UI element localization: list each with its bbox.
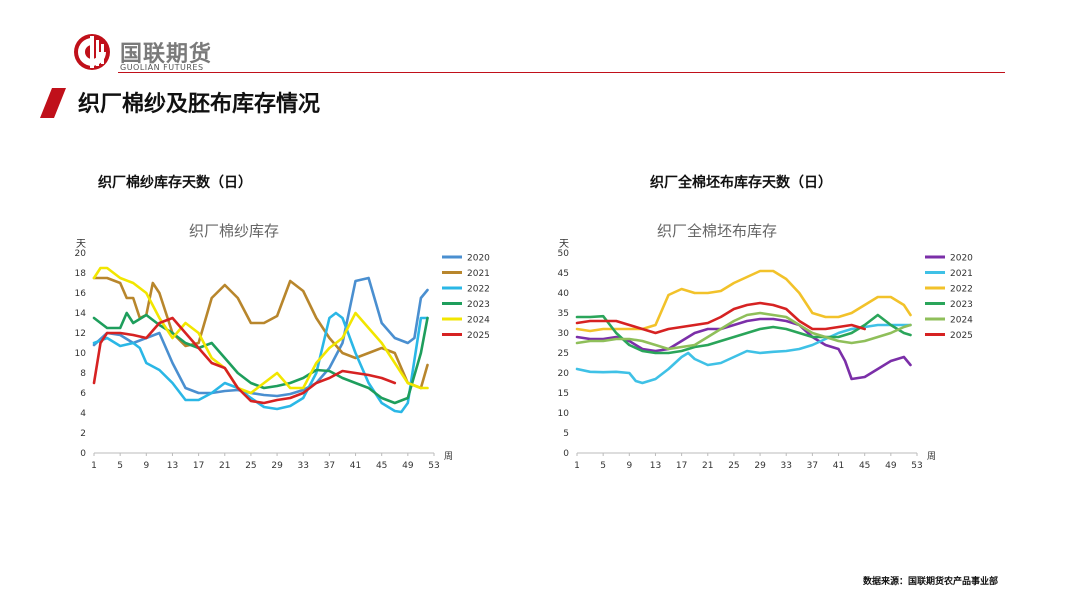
x-tick-label: 1: [91, 461, 97, 471]
series-line-2021: [575, 323, 912, 385]
company-name-en: GUOLIAN FUTURES: [120, 63, 204, 72]
right-chart-heading: 织厂全棉坯布库存天数（日）: [650, 175, 832, 191]
legend-label-2025: 2025: [467, 331, 490, 341]
x-tick-label: 9: [626, 461, 632, 471]
x-tick-label: 21: [702, 461, 713, 471]
x-tick-label: 9: [143, 461, 149, 471]
x-tick-label: 25: [728, 461, 739, 471]
series-line-2024: [92, 266, 429, 395]
title-accent-icon: [40, 88, 66, 118]
y-tick-label: 18: [75, 269, 87, 279]
y-tick-label: 35: [558, 309, 569, 319]
guolian-logo-icon: [74, 34, 110, 70]
series-line-2021: [92, 276, 429, 390]
y-tick-label: 20: [558, 369, 570, 379]
x-tick-label: 29: [271, 461, 283, 471]
y-tick-label: 25: [558, 349, 569, 359]
series-line-2022: [575, 269, 912, 333]
y-tick-label: 40: [558, 289, 570, 299]
chart-title: 织厂棉纱库存: [189, 222, 279, 240]
series-line-2024: [575, 311, 912, 351]
y-axis-label: 天: [559, 239, 569, 250]
chart-background: [545, 210, 985, 480]
chart-title: 织厂全棉坯布库存: [657, 222, 777, 240]
y-tick-label: 5: [563, 429, 569, 439]
legend-label-2020: 2020: [950, 254, 973, 264]
x-tick-label: 1: [574, 461, 580, 471]
x-tick-label: 5: [600, 461, 606, 471]
y-tick-label: 50: [558, 249, 570, 259]
y-axis-label: 天: [76, 239, 86, 250]
x-tick-label: 45: [859, 461, 870, 471]
x-tick-label: 53: [911, 461, 922, 471]
left-chart-heading: 织厂棉纱库存天数（日）: [98, 175, 252, 191]
legend-label-2023: 2023: [467, 300, 490, 310]
x-tick-label: 53: [428, 461, 439, 471]
y-tick-label: 30: [558, 329, 570, 339]
x-tick-label: 21: [219, 461, 230, 471]
series-line-2020: [92, 276, 429, 398]
y-tick-label: 20: [75, 249, 87, 259]
series-line-2025: [92, 316, 397, 405]
x-tick-label: 17: [193, 461, 204, 471]
y-tick-label: 2: [80, 429, 86, 439]
legend-label-2025: 2025: [950, 331, 973, 341]
x-tick-label: 49: [885, 461, 897, 471]
y-tick-label: 8: [80, 369, 86, 379]
page-title: 织厂棉纱及胚布库存情况: [78, 92, 321, 117]
x-tick-label: 29: [754, 461, 766, 471]
x-tick-label: 37: [324, 461, 335, 471]
company-name-cn: 国联期货: [120, 42, 213, 67]
x-tick-label: 13: [167, 461, 178, 471]
x-tick-label: 13: [650, 461, 661, 471]
y-tick-label: 0: [563, 449, 569, 459]
y-tick-label: 10: [75, 349, 87, 359]
x-axis-label: 周: [927, 451, 936, 462]
x-tick-label: 45: [376, 461, 387, 471]
legend-label-2021: 2021: [950, 269, 973, 279]
x-axis-label: 周: [444, 451, 453, 462]
x-tick-label: 5: [117, 461, 123, 471]
y-tick-label: 6: [80, 389, 86, 399]
legend-label-2024: 2024: [467, 316, 490, 326]
x-tick-label: 41: [833, 461, 844, 471]
y-tick-label: 14: [75, 309, 87, 319]
series-line-2023: [92, 311, 429, 405]
x-tick-label: 17: [676, 461, 687, 471]
y-tick-label: 10: [558, 409, 570, 419]
header-divider: [118, 72, 1005, 73]
legend-label-2023: 2023: [950, 300, 973, 310]
legend-label-2022: 2022: [950, 285, 973, 295]
legend-label-2022: 2022: [467, 285, 490, 295]
y-tick-label: 16: [75, 289, 87, 299]
x-tick-label: 33: [781, 461, 792, 471]
series-line-2022: [92, 311, 429, 414]
x-tick-label: 37: [807, 461, 818, 471]
data-source-note: 数据来源：国联期货农产品事业部: [862, 577, 998, 587]
series-line-2025: [575, 301, 867, 335]
y-tick-label: 12: [75, 329, 86, 339]
x-tick-label: 33: [298, 461, 309, 471]
legend-label-2021: 2021: [467, 269, 490, 279]
y-tick-label: 15: [558, 389, 569, 399]
x-tick-label: 49: [402, 461, 414, 471]
x-tick-label: 25: [245, 461, 256, 471]
legend-label-2020: 2020: [467, 254, 490, 264]
y-tick-label: 0: [80, 449, 86, 459]
series-line-2020: [575, 317, 912, 381]
y-tick-label: 4: [80, 409, 86, 419]
y-tick-label: 45: [558, 269, 569, 279]
x-tick-label: 41: [350, 461, 361, 471]
legend-label-2024: 2024: [950, 316, 973, 326]
